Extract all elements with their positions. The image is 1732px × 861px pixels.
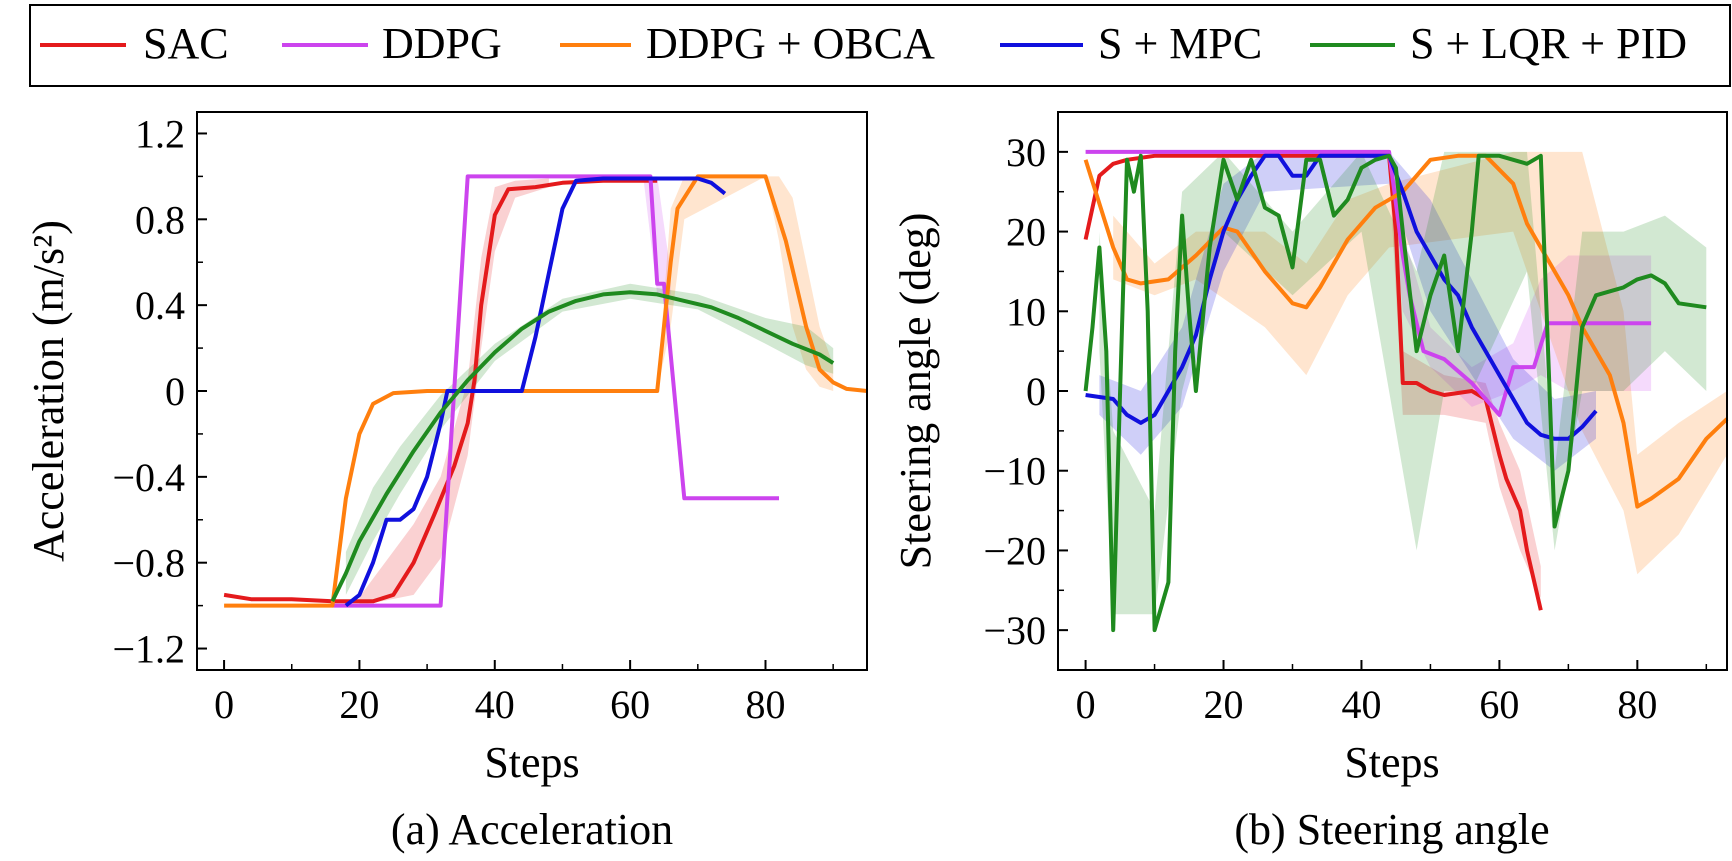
steering-x-tick-label: 80 bbox=[1617, 682, 1657, 727]
steering-x-tick-label: 0 bbox=[1076, 682, 1096, 727]
steering-y-tick-label: 30 bbox=[1006, 130, 1046, 175]
acceleration-lines bbox=[223, 174, 868, 608]
steering-y-tick-label: 10 bbox=[1006, 289, 1046, 334]
steering-y-axis-label: Steering angle (deg) bbox=[891, 213, 940, 570]
steering-line-ddpg-obca bbox=[1083, 153, 1729, 509]
legend-entry-sac: SAC bbox=[40, 19, 229, 68]
acceleration-line-s-mpc bbox=[344, 176, 727, 608]
legend: SAC DDPG DDPG + OBCA S + MPC S + LQR + P… bbox=[29, 4, 1731, 87]
acceleration-line-sac bbox=[223, 178, 658, 604]
acceleration-x-tick-label: 0 bbox=[214, 682, 234, 727]
legend-label-s-lqr-pid: S + LQR + PID bbox=[1410, 19, 1687, 68]
steering-x-tick-label: 60 bbox=[1479, 682, 1519, 727]
acceleration-panel: 0 20 40 60 80 −1.2 −0.8 −0.4 0 0.4 0.8 1.2 Steps Ac… bbox=[24, 111, 868, 854]
steering-line-ddpg bbox=[1085, 149, 1652, 417]
legend-label-s-mpc: S + MPC bbox=[1098, 19, 1262, 68]
steering-x-tick-label: 20 bbox=[1204, 682, 1244, 727]
legend-entry-s-lqr-pid: S + LQR + PID bbox=[1310, 19, 1687, 68]
acceleration-plot-frame bbox=[196, 111, 868, 671]
acceleration-line-ddpg bbox=[332, 174, 779, 608]
steering-x-axis-label: Steps bbox=[1344, 738, 1439, 787]
steering-caption: (b) Steering angle bbox=[1234, 805, 1549, 854]
acceleration-x-tick-label: 40 bbox=[475, 682, 515, 727]
acceleration-band-ddpg-obca bbox=[657, 176, 834, 391]
steering-panel: 0 20 40 60 80 −30 −20 −10 0 10 20 30 Steps Steering… bbox=[891, 111, 1729, 854]
legend-label-sac: SAC bbox=[143, 19, 229, 68]
acceleration-line-ddpg-obca bbox=[224, 174, 868, 608]
steering-y-tick-label: 20 bbox=[1006, 210, 1046, 255]
steering-y-tick-label: 0 bbox=[1026, 369, 1046, 414]
steering-y-tick-label: −10 bbox=[983, 449, 1046, 494]
legend-label-ddpg: DDPG bbox=[382, 19, 502, 68]
acceleration-caption: (a) Acceleration bbox=[391, 805, 673, 854]
steering-y-tick-label: −20 bbox=[983, 528, 1046, 573]
steering-band-sac bbox=[1389, 151, 1541, 599]
steering-x-tick-label: 40 bbox=[1341, 682, 1381, 727]
acceleration-x-tick-label: 60 bbox=[610, 682, 650, 727]
acceleration-y-tick-label: 0 bbox=[165, 369, 185, 414]
steering-band-ddpg-obca bbox=[1113, 151, 1727, 575]
acceleration-x-axis-label: Steps bbox=[484, 738, 579, 787]
acceleration-y-axis-label: Acceleration (m/s²) bbox=[24, 220, 73, 562]
acceleration-axes: 0 20 40 60 80 −1.2 −0.8 −0.4 0 0.4 0.8 1.2 bbox=[112, 111, 834, 727]
acceleration-y-tick-label: −0.4 bbox=[112, 455, 185, 500]
steering-lines bbox=[1083, 149, 1729, 633]
acceleration-y-tick-label: 0.8 bbox=[135, 197, 185, 242]
steering-band-ddpg bbox=[1389, 151, 1652, 407]
acceleration-x-tick-label: 80 bbox=[745, 682, 785, 727]
steering-line-s-lqr-pid bbox=[1083, 153, 1707, 633]
legend-entry-ddpg: DDPG bbox=[282, 19, 502, 68]
steering-axes: 0 20 40 60 80 −30 −20 −10 0 10 20 30 bbox=[983, 130, 1708, 727]
acceleration-y-tick-label: −1.2 bbox=[112, 627, 185, 672]
acceleration-y-tick-label: 1.2 bbox=[135, 111, 185, 156]
acceleration-y-tick-label: 0.4 bbox=[135, 283, 185, 328]
steering-line-sac bbox=[1083, 153, 1543, 611]
steering-plot-frame bbox=[1057, 111, 1728, 671]
steering-y-tick-label: −30 bbox=[983, 608, 1046, 653]
acceleration-y-tick-label: −0.8 bbox=[112, 541, 185, 586]
acceleration-line-s-lqr-pid bbox=[330, 290, 835, 603]
legend-entry-s-mpc: S + MPC bbox=[1000, 19, 1262, 68]
legend-label-ddpg-obca: DDPG + OBCA bbox=[646, 19, 935, 68]
legend-entry-ddpg-obca: DDPG + OBCA bbox=[560, 19, 935, 68]
acceleration-x-tick-label: 20 bbox=[339, 682, 379, 727]
